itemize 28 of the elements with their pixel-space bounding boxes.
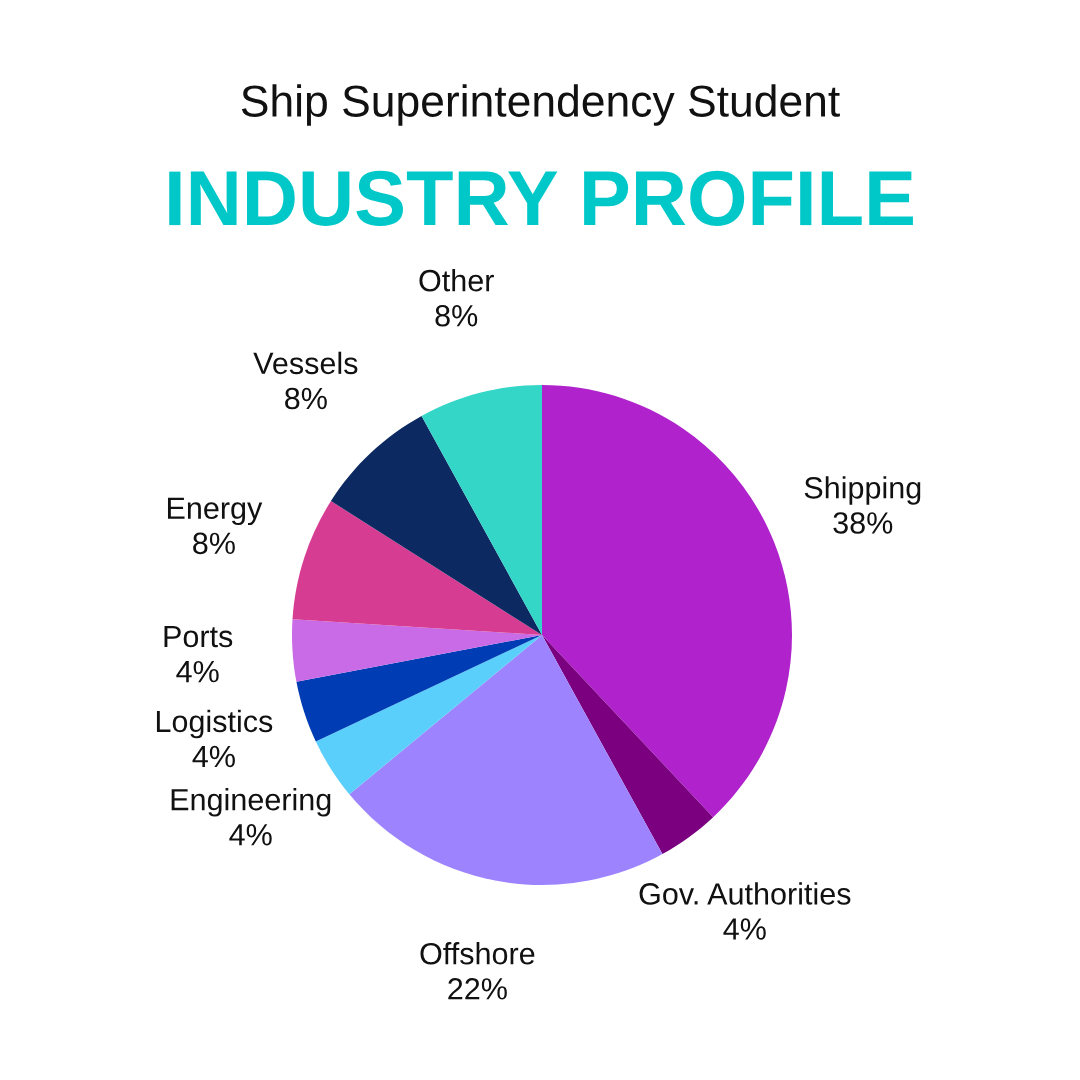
data-label: 4% xyxy=(229,824,272,846)
pie-slice xyxy=(349,635,663,885)
slice-label: Offshore xyxy=(420,942,535,965)
data-label: 4% xyxy=(192,745,235,768)
slice-label: Shipping xyxy=(804,476,921,505)
slice-label: Other xyxy=(419,269,494,292)
pie-slice xyxy=(542,385,792,818)
pie-slice xyxy=(421,385,542,635)
data-label: 22% xyxy=(448,978,507,1000)
data-label: 8% xyxy=(435,304,478,327)
data-label: 4% xyxy=(723,918,766,940)
data-label: 4% xyxy=(176,660,219,683)
pie-slice xyxy=(296,635,542,742)
slice-label: Energy xyxy=(167,497,263,526)
slice-label: Engineering xyxy=(171,788,331,817)
chart-subtitle: INDUSTRY PROFILE xyxy=(169,170,913,226)
slice-label: Logistics xyxy=(156,709,273,739)
slice-label: Ports xyxy=(164,625,233,648)
data-label: 8% xyxy=(193,532,235,555)
pie-slice xyxy=(292,619,542,682)
chart-title: Ship Superintendency Student xyxy=(241,84,840,126)
pie-slice xyxy=(542,635,714,855)
data-label: 8% xyxy=(285,387,327,410)
pie-slice xyxy=(330,415,542,635)
slice-label: Vessels xyxy=(253,351,358,375)
slice-label: Gov. Authorities xyxy=(639,882,851,905)
pie-slice xyxy=(292,501,542,635)
data-label: 38% xyxy=(833,512,893,534)
